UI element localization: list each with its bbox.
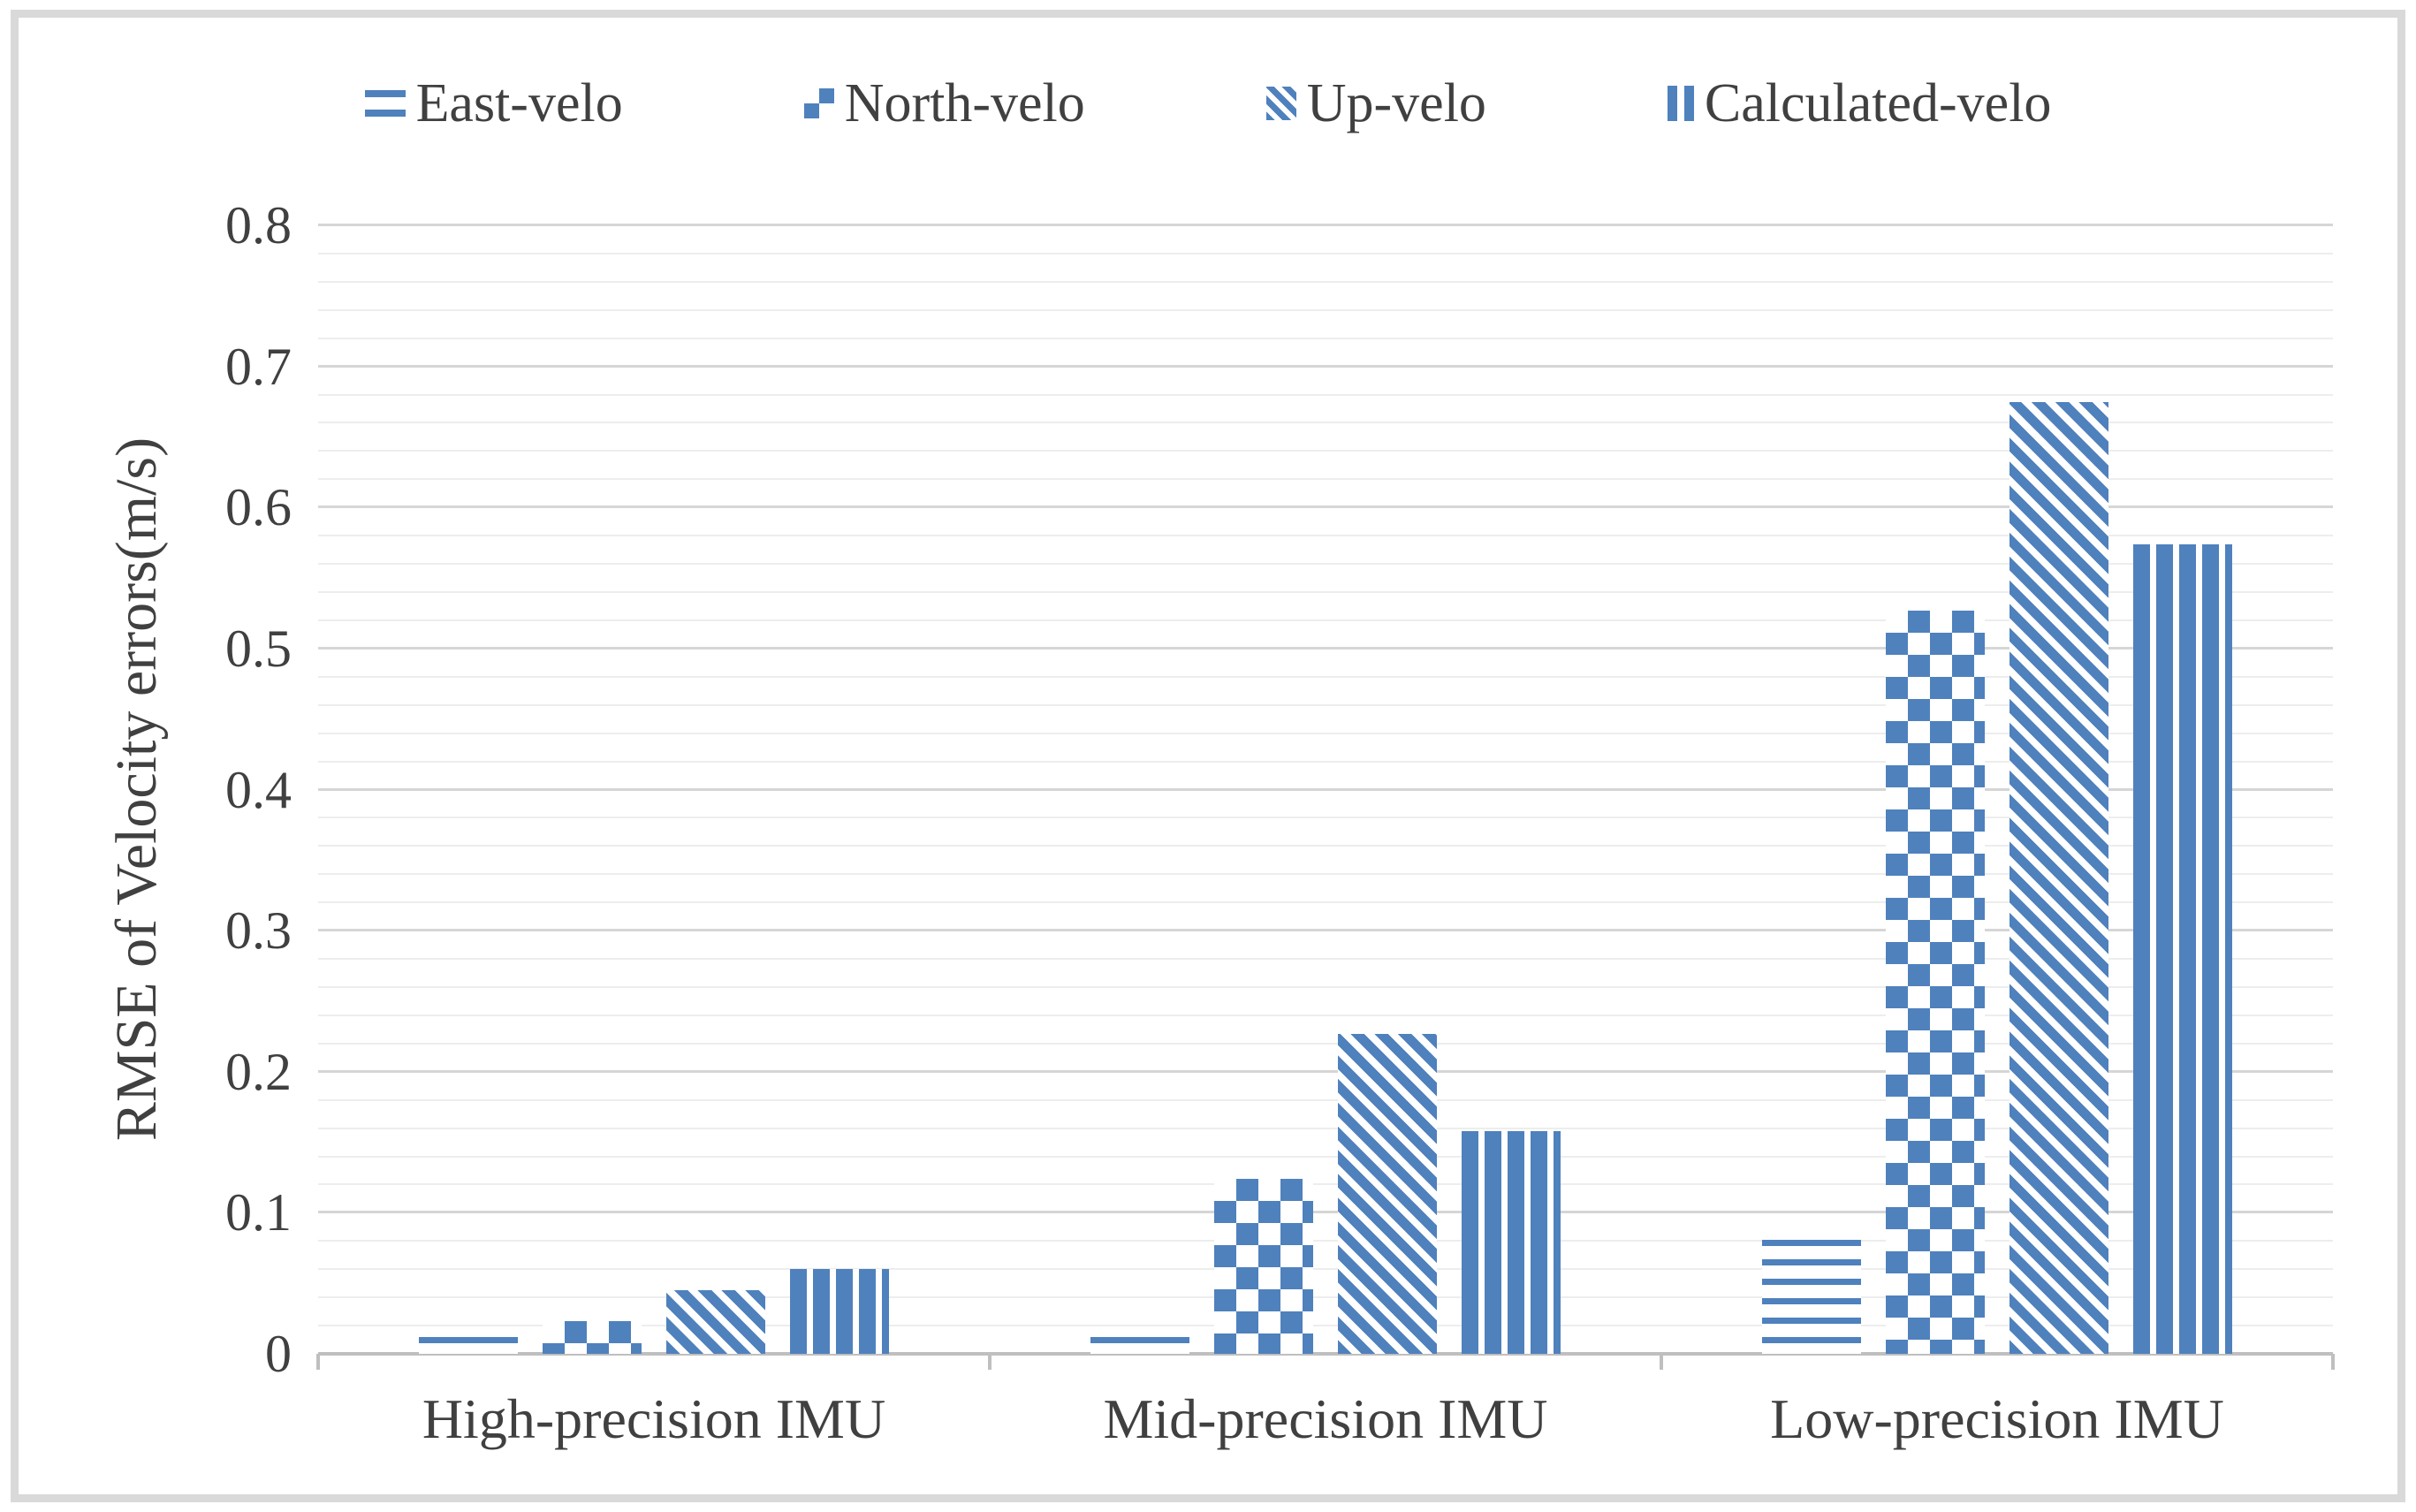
y-tick-label-0: 0 <box>265 1325 292 1383</box>
bar-north-velo <box>1886 610 1985 1354</box>
minor-gridline <box>318 393 2333 396</box>
bar-north-velo <box>543 1321 642 1354</box>
minor-gridline <box>318 308 2333 311</box>
minor-gridline <box>318 563 2333 566</box>
legend-label: North-velo <box>844 73 1085 133</box>
x-axis-tick <box>316 1354 320 1370</box>
bar-up-velo <box>666 1290 765 1354</box>
y-tick-label-0.8: 0.8 <box>225 196 292 255</box>
minor-gridline <box>318 1183 2333 1186</box>
x-axis-tick <box>2331 1354 2335 1370</box>
y-tick-label-0.1: 0.1 <box>225 1183 292 1242</box>
bar-calculated-velo <box>2133 543 2232 1354</box>
minor-gridline <box>318 1098 2333 1101</box>
minor-gridline <box>318 1014 2333 1016</box>
minor-gridline <box>318 1268 2333 1271</box>
bar-up-velo <box>1338 1033 1437 1354</box>
minor-gridline <box>318 1042 2333 1045</box>
minor-gridline <box>318 280 2333 283</box>
y-tick-label-0.7: 0.7 <box>225 337 292 396</box>
minor-gridline <box>318 450 2333 452</box>
major-gridline <box>318 787 2333 791</box>
category-label-mid-precision-imu: Mid-precision IMU <box>1103 1387 1548 1450</box>
major-gridline <box>318 1069 2333 1073</box>
legend-item-north-velo: North-velo <box>803 72 1085 134</box>
y-tick-label-0.6: 0.6 <box>225 478 292 537</box>
y-tick-label-0.4: 0.4 <box>225 760 292 819</box>
minor-gridline <box>318 760 2333 763</box>
minor-gridline <box>318 252 2333 255</box>
minor-gridline <box>318 901 2333 904</box>
bar-calculated-velo <box>790 1269 889 1354</box>
minor-gridline <box>318 845 2333 847</box>
major-gridline <box>318 505 2333 509</box>
minor-gridline <box>318 985 2333 988</box>
minor-gridline <box>318 873 2333 876</box>
legend-label: Calculated-velo <box>1704 73 2052 133</box>
major-gridline <box>318 364 2333 368</box>
category-label-low-precision-imu: Low-precision IMU <box>1770 1387 2224 1450</box>
minor-gridline <box>318 958 2333 961</box>
category-label-high-precision-imu: High-precision IMU <box>422 1387 886 1450</box>
bar-group-mid-precision-imu <box>990 225 1661 1354</box>
minor-gridline <box>318 337 2333 339</box>
major-gridline <box>318 929 2333 932</box>
minor-gridline <box>318 1240 2333 1242</box>
legend-label: East-velo <box>415 73 623 133</box>
legend-label: Up-velo <box>1306 73 1486 133</box>
minor-gridline <box>318 817 2333 819</box>
minor-gridline <box>318 675 2333 678</box>
bar-calculated-velo <box>1462 1130 1561 1354</box>
legend-item-east-velo: East-velo <box>364 72 623 134</box>
minor-gridline <box>318 478 2333 481</box>
minor-gridline <box>318 422 2333 424</box>
chart-outer-border <box>11 10 2405 1502</box>
bar-east-velo <box>1090 1336 1189 1354</box>
vertical-stripes-swatch-icon <box>1667 86 1694 121</box>
x-axis-tick <box>988 1354 991 1370</box>
minor-gridline <box>318 703 2333 706</box>
minor-gridline <box>318 732 2333 734</box>
bar-group-low-precision-imu <box>1661 225 2333 1354</box>
plot-area <box>316 224 2335 1370</box>
minor-gridline <box>318 1127 2333 1129</box>
bar-north-velo <box>1214 1179 1313 1354</box>
bar-up-velo <box>2010 401 2108 1354</box>
legend-item-up-velo: Up-velo <box>1265 72 1486 134</box>
diagonal-stripes-swatch-icon <box>1265 87 1296 120</box>
bar-east-velo <box>1762 1239 1861 1354</box>
y-tick-label-0.5: 0.5 <box>225 619 292 678</box>
minor-gridline <box>318 1296 2333 1299</box>
minor-gridline <box>318 1155 2333 1158</box>
bar-east-velo <box>419 1336 518 1354</box>
x-axis-line <box>318 1352 2333 1356</box>
horizontal-lines-swatch-icon <box>364 90 406 117</box>
major-gridline <box>318 646 2333 650</box>
minor-gridline <box>318 591 2333 594</box>
minor-gridline <box>318 619 2333 621</box>
major-gridline <box>318 224 2333 226</box>
y-tick-label-0.2: 0.2 <box>225 1042 292 1101</box>
bar-group-high-precision-imu <box>318 225 990 1354</box>
minor-gridline <box>318 535 2333 537</box>
legend-item-calculated-velo: Calculated-velo <box>1667 72 2052 134</box>
y-tick-label-0.3: 0.3 <box>225 901 292 961</box>
legend: East-velo North-velo Up-velo Calculated-vel… <box>0 72 2416 134</box>
major-gridline <box>318 1211 2333 1214</box>
minor-gridline <box>318 1325 2333 1327</box>
x-axis-tick <box>1660 1354 1663 1370</box>
checkerboard-swatch-icon <box>803 88 834 118</box>
